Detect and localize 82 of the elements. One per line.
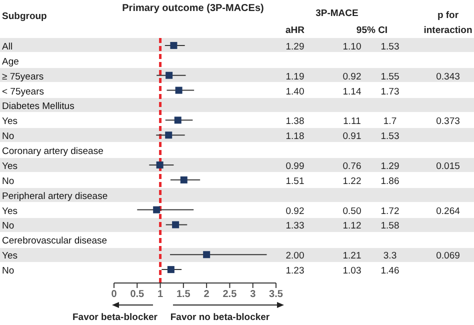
chart-title: Primary outcome (3P-MACEs) — [122, 3, 264, 14]
y-tick-label: Diabetes Mellitus — [2, 101, 75, 112]
data-label: 1.18 — [286, 131, 304, 142]
text: 1.53 — [380, 41, 400, 52]
point — [175, 86, 182, 94]
data-label: 0.92 — [286, 206, 304, 217]
data-label: 1.40 — [286, 86, 304, 98]
y-tick-label: Yes — [2, 206, 18, 217]
data-label: 1.38 — [286, 116, 304, 128]
x-tick-label: 1 — [158, 289, 164, 300]
text: 1.53 — [380, 131, 400, 142]
y-tick-label: Yes — [2, 160, 18, 172]
y-tick-label: All — [2, 41, 13, 52]
text: 1.22 — [342, 176, 362, 187]
text: 0.015 — [436, 160, 460, 172]
text: 3.3 — [383, 250, 397, 262]
text: 0.76 — [342, 160, 362, 172]
text: 1.12 — [342, 220, 362, 232]
text: 1.29 — [380, 160, 400, 172]
text: Favor no beta-blocker — [170, 312, 270, 323]
text: 1.14 — [342, 86, 362, 98]
data-label: 1.23 — [286, 266, 304, 277]
x-tick-label: 0.5 — [130, 289, 145, 300]
y-tick-label: Coronary artery disease — [2, 146, 104, 158]
x-tick-label: 2.5 — [222, 289, 238, 300]
y-tick-label: No — [2, 176, 14, 187]
point — [170, 42, 178, 49]
y-tick-label: Cerebrovascular disease — [2, 236, 108, 247]
y-tick-label: Peripheral artery disease — [2, 190, 108, 202]
y-tick-label: Age — [2, 56, 19, 68]
text: Subgroup — [2, 11, 48, 22]
point — [172, 221, 180, 228]
point — [165, 132, 172, 139]
text: 0.92 — [342, 71, 362, 82]
y-tick-label: No — [2, 131, 14, 142]
data-label: 0.99 — [286, 160, 304, 172]
text: aHR — [285, 25, 305, 36]
data-label: 1.51 — [286, 176, 304, 187]
text: 1.10 — [342, 41, 362, 52]
point — [153, 206, 160, 214]
x-tick-label: 3.5 — [269, 289, 284, 300]
text: interaction — [424, 25, 472, 36]
text: 1.11 — [343, 116, 361, 128]
text: 1.86 — [380, 176, 400, 187]
text: 1.7 — [383, 116, 397, 128]
point — [167, 266, 174, 274]
y-tick-label: No — [2, 220, 14, 232]
text: 1.72 — [380, 206, 400, 217]
text: 0.373 — [436, 116, 460, 128]
text: 0.50 — [342, 206, 362, 217]
point — [203, 251, 210, 258]
text: 1.21 — [342, 250, 362, 262]
y-tick-label: ≥ 75years — [2, 71, 44, 82]
point — [174, 116, 182, 124]
text: 0.343 — [436, 71, 460, 82]
y-tick-label: Yes — [2, 116, 18, 128]
text: 0.91 — [342, 131, 362, 142]
x-tick-label: 0 — [111, 289, 118, 300]
point — [156, 161, 164, 168]
text: Favor beta-blocker — [72, 312, 158, 323]
text: 3P-MACE — [316, 8, 358, 19]
text: 95% CI — [356, 25, 388, 36]
text: 1.73 — [380, 86, 400, 98]
data-label: 2.00 — [286, 250, 304, 262]
text: 0.264 — [436, 206, 460, 217]
x-tick-label: 1.5 — [176, 289, 191, 300]
data-label: 1.19 — [286, 71, 304, 82]
x-tick-label: 2 — [204, 289, 210, 300]
data-label: 1.33 — [286, 220, 304, 232]
data-label: 1.29 — [286, 41, 304, 52]
text: 0.069 — [436, 250, 460, 262]
y-tick-label: < 75years — [2, 86, 44, 98]
x-tick-label: 3 — [250, 289, 256, 300]
text: p for — [437, 10, 459, 21]
y-tick-label: No — [2, 266, 14, 277]
text: 1.58 — [380, 220, 400, 232]
point — [180, 176, 188, 184]
y-tick-label: Yes — [2, 250, 18, 262]
text: 1.46 — [380, 266, 400, 277]
point — [166, 72, 173, 79]
text: 1.55 — [380, 71, 400, 82]
text: 1.03 — [342, 266, 362, 277]
